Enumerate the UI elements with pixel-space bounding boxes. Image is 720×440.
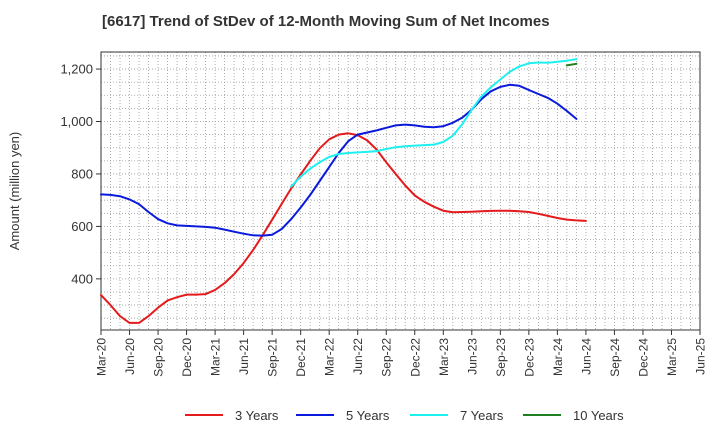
legend-label-7-years: 7 Years [460,407,504,423]
x-tick-label: Mar-22 [323,338,337,376]
x-tick-label: Dec-23 [522,338,536,377]
x-tick-label: Mar-24 [551,338,565,376]
series-line-10-years [565,62,578,67]
legend-swatch-10-years [523,414,561,416]
y-tick-label: 600 [71,219,93,234]
legend-swatch-5-years [296,414,334,416]
x-tick-label: Dec-20 [180,338,194,377]
x-tick-label: Dec-24 [636,338,650,377]
legend-item-7-years: 7 Years [410,405,503,425]
legend-label-5-years: 5 Years [346,407,390,423]
x-tick-label: Mar-21 [209,338,223,376]
legend-item-10-years: 10 Years [523,405,624,425]
x-tick-label: Sep-21 [266,338,280,377]
y-tick-label: 1,000 [60,114,93,129]
legend-label-3-years: 3 Years [235,407,279,423]
x-tick-label: Sep-24 [608,338,622,377]
x-tick-label: Sep-20 [152,338,166,377]
x-tick-label: Mar-23 [437,338,451,376]
y-tick-label: 800 [71,166,93,181]
x-tick-label: Mar-25 [665,338,679,376]
legend: 3 Years 5 Years 7 Years 10 Years [0,405,720,427]
x-tick-label: Sep-23 [494,338,508,377]
x-tick-label: Jun-21 [237,338,251,375]
legend-item-3-years: 3 Years [185,405,278,425]
x-tick-label: Mar-20 [95,338,109,376]
series-line-3-years [100,132,587,324]
legend-swatch-3-years [185,414,223,416]
chart-title: [6617] Trend of StDev of 12-Month Moving… [102,13,550,30]
y-axis-label: Amount (million yen) [7,132,22,251]
series-layer [100,58,587,324]
legend-swatch-7-years [410,414,448,416]
x-tick-label: Sep-22 [380,338,394,377]
x-tick-label: Jun-25 [694,338,708,375]
x-tick-label: Dec-21 [294,338,308,377]
axis-layer: 400 600 800 1,000 1,200 Mar-20 Jun-20 Sep-20 Dec… [60,62,707,377]
x-tick-label: Jun-24 [579,338,593,375]
series-line-7-years [290,58,578,188]
grid-layer [101,52,700,330]
y-tick-label: 400 [71,271,93,286]
y-tick-label: 1,200 [60,62,93,77]
x-tick-label: Jun-20 [123,338,137,375]
x-tick-label: Dec-22 [408,338,422,377]
plot-frame [100,51,701,331]
legend-label-10-years: 10 Years [573,407,624,423]
legend-item-5-years: 5 Years [296,405,389,425]
x-tick-label: Jun-22 [351,338,365,375]
x-tick-label: Jun-23 [465,338,479,375]
